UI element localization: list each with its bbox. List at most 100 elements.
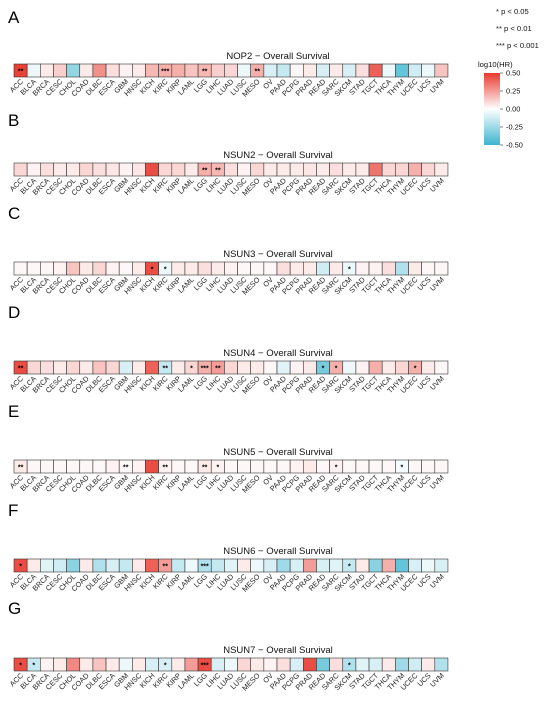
significance-stars: ** xyxy=(18,69,24,76)
heatmap-cell xyxy=(53,162,67,177)
heatmap-cell xyxy=(342,63,357,78)
significance-stars: * xyxy=(414,366,417,373)
heatmap-cell xyxy=(395,162,409,177)
heatmap-cell xyxy=(92,657,107,672)
panel-letter: A xyxy=(8,8,20,27)
legend-tick-label: 0.25 xyxy=(506,87,520,96)
heatmap-cell xyxy=(171,63,186,78)
significance-key-entry: ** p < 0.01 xyxy=(496,24,532,33)
significance-key-entry: *** p < 0.001 xyxy=(496,41,539,50)
heatmap-cell xyxy=(276,657,291,672)
heatmap-cell xyxy=(434,63,449,78)
significance-stars: *** xyxy=(201,366,209,373)
heatmap-cell xyxy=(329,261,344,276)
panel-letter: C xyxy=(8,204,20,223)
significance-stars: * xyxy=(164,663,167,670)
heatmap-cell xyxy=(381,360,396,375)
heatmap-cell xyxy=(118,162,133,177)
x-tick-label: UVM xyxy=(428,374,446,392)
heatmap-cell xyxy=(79,360,94,375)
heatmap-cell xyxy=(408,657,422,672)
heatmap-cell xyxy=(145,63,159,78)
heatmap-cell xyxy=(289,360,304,375)
heatmap-cell xyxy=(302,459,317,474)
panel-title: NSUN2 − Overall Survival xyxy=(223,150,333,161)
heatmap-cell xyxy=(250,360,265,375)
significance-key: * p < 0.05 ** p < 0.01 *** p < 0.001 xyxy=(496,7,539,50)
heatmap-cell xyxy=(79,162,94,177)
heatmap-cell xyxy=(381,162,396,177)
heatmap-cell xyxy=(132,63,146,78)
heatmap-cell xyxy=(316,657,330,672)
x-tick-label: UVM xyxy=(428,572,446,590)
heatmap-cell xyxy=(368,459,383,474)
heatmap-cell xyxy=(434,459,449,474)
heatmap-cell xyxy=(92,360,107,375)
heatmap-cell xyxy=(276,63,291,78)
heatmap-cell xyxy=(263,558,278,573)
heatmap-cell xyxy=(381,459,396,474)
x-tick-label: UVM xyxy=(428,671,446,689)
heatmap-cell xyxy=(105,657,120,672)
heatmap-cell xyxy=(263,261,278,276)
panel-letter: D xyxy=(8,303,20,322)
x-tick-label: UVM xyxy=(428,77,446,95)
heatmap-cell xyxy=(381,657,396,672)
significance-stars: * xyxy=(19,663,22,670)
heatmap-cell xyxy=(132,261,146,276)
significance-stars: * xyxy=(164,267,167,274)
heatmap-cell xyxy=(118,657,133,672)
heatmap-cell xyxy=(197,261,212,276)
heatmap-cell xyxy=(79,657,94,672)
heatmap-cell xyxy=(276,162,291,177)
heatmap-cell xyxy=(276,558,291,573)
heatmap-cell xyxy=(210,657,225,672)
heatmap-cell xyxy=(302,162,317,177)
heatmap-cell xyxy=(171,459,186,474)
heatmap-cell xyxy=(184,261,199,276)
heatmap-cell xyxy=(237,360,252,375)
heatmap-cell xyxy=(250,261,265,276)
heatmap-cell xyxy=(145,459,159,474)
heatmap-cell xyxy=(289,657,304,672)
heatmap-cell xyxy=(263,63,278,78)
heatmap-cell xyxy=(79,558,94,573)
heatmap-cell xyxy=(39,261,54,276)
heatmap-cell xyxy=(342,162,357,177)
heatmap-cell xyxy=(210,558,225,573)
heatmap-cell xyxy=(26,360,41,375)
heatmap-cell xyxy=(13,261,28,276)
heatmap-cell xyxy=(302,63,317,78)
heatmap-cell xyxy=(329,63,344,78)
heatmap-cell xyxy=(250,162,265,177)
heatmap-cell xyxy=(289,459,304,474)
heatmap-cell xyxy=(132,162,146,177)
heatmap-cell xyxy=(132,459,146,474)
heatmap-cell xyxy=(355,558,370,573)
heatmap-cell xyxy=(355,657,370,672)
heatmap-cell xyxy=(355,63,370,78)
heatmap-cell xyxy=(66,459,81,474)
heatmap-cell xyxy=(368,360,383,375)
heatmap-cell xyxy=(26,162,41,177)
heatmap-cell xyxy=(66,657,81,672)
heatmap-cell xyxy=(66,558,81,573)
heatmap-cell xyxy=(184,657,199,672)
legend-title: log10(HR) xyxy=(478,60,513,69)
heatmap-cell xyxy=(184,459,199,474)
significance-stars: * xyxy=(401,465,404,472)
heatmap-cell xyxy=(92,558,107,573)
panel-letter: B xyxy=(8,111,19,130)
color-legend: log10(HR) 0.50 0.25 0.00 -0.25 -0.50 xyxy=(478,60,523,150)
panel-title: NSUN4 − Overall Survival xyxy=(223,348,333,359)
heatmap-cell xyxy=(316,558,330,573)
heatmap-cell xyxy=(250,558,265,573)
heatmap-cell xyxy=(118,360,133,375)
significance-stars: ** xyxy=(202,168,208,175)
heatmap-cell xyxy=(368,63,383,78)
heatmap-cell xyxy=(105,63,120,78)
